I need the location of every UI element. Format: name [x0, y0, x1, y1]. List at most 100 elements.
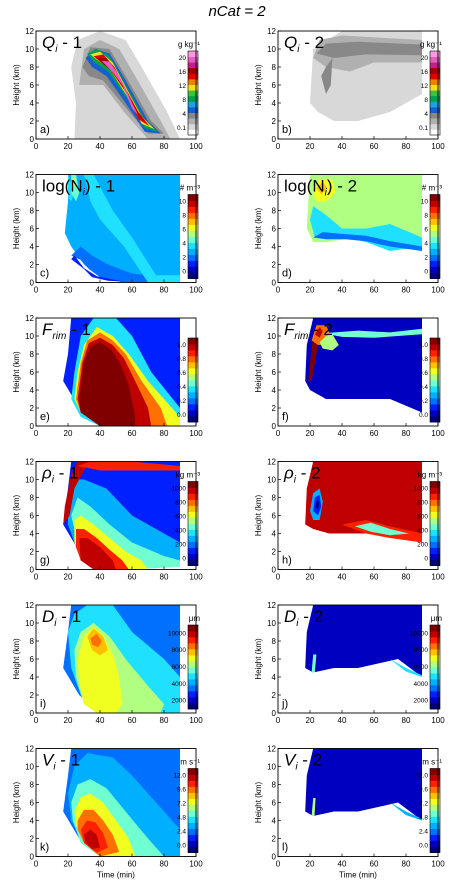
colorbar-tick-label: 12 [179, 83, 187, 90]
x-tick-label: 60 [370, 429, 379, 438]
contour-fills [305, 318, 422, 413]
colorbar-tick-label: 2000 [414, 698, 429, 705]
colorbar-swatch [430, 380, 440, 387]
colorbar-swatch [188, 79, 198, 85]
x-tick-label: 60 [370, 860, 379, 869]
x-tick-label: 40 [338, 429, 347, 438]
colorbar-frame [187, 194, 199, 279]
colorbar-swatch [430, 248, 440, 255]
colorbar-tick-label: 400 [417, 528, 428, 535]
panel-title-suffix: - 1 [66, 320, 91, 339]
panel-title: Di - 2 [284, 607, 323, 629]
colorbar-frame [429, 768, 441, 853]
panel-title: ρi - 2 [283, 464, 321, 486]
colorbar-swatch [430, 685, 440, 692]
colorbar-frame [429, 194, 441, 279]
colorbar-tick-label: 2.4 [419, 829, 428, 836]
x-tick-label: 20 [306, 860, 315, 869]
colorbar-swatch [430, 511, 440, 518]
panel-title-subscript: i [297, 44, 300, 55]
contour-region [314, 327, 323, 338]
colorbar-swatch [188, 673, 198, 680]
colorbar-swatch [430, 51, 440, 57]
colorbar-tick-label: 8 [182, 97, 186, 104]
y-tick-label: 0 [272, 566, 277, 575]
panel-letter: l) [282, 842, 288, 854]
y-axis-label: Height (km) [254, 207, 263, 249]
panel-title-subscript: rim [294, 331, 308, 342]
x-tick-label: 100 [189, 286, 203, 295]
colorbar-swatch [188, 810, 198, 817]
panel-letter: d) [282, 268, 292, 280]
y-tick-label: 10 [267, 763, 276, 772]
colorbar-swatch [188, 95, 198, 102]
colorbar-swatch [188, 248, 198, 255]
contour-region [305, 605, 422, 677]
panel-title-suffix: ) - 2 [327, 177, 357, 196]
colorbar-swatch [430, 541, 440, 548]
colorbar-tick-label: 600 [417, 514, 428, 521]
x-tick-label: 60 [370, 716, 379, 725]
colorbar-tick-label: 0.8 [419, 356, 428, 363]
colorbar-swatch [188, 218, 198, 225]
colorbar-tick-label: 16 [421, 69, 429, 76]
contour-region [71, 246, 180, 283]
y-tick-label: 4 [30, 817, 35, 826]
colorbar-swatch [188, 118, 198, 125]
colorbar-tick-label: 8 [424, 213, 428, 220]
colorbar-swatch [188, 529, 198, 536]
colorbar-tick-label: 0.1 [177, 125, 186, 132]
colorbar-frame [187, 50, 199, 136]
colorbar-tick-label: 4000 [414, 681, 429, 688]
colorbar-swatch [430, 404, 440, 411]
colorbar-swatch [430, 768, 440, 775]
colorbar-tick-label: 2 [424, 255, 428, 262]
panel-f: 0.0 0.2 0.4 0.6 0.8 1.0 0 20 40 60 80 100 0 2 4 6 8 10 12 H… [254, 314, 445, 438]
y-tick-label: 4 [272, 817, 277, 826]
colorbar-swatch [188, 374, 198, 381]
y-tick-label: 8 [30, 494, 35, 503]
colorbar-swatch [188, 212, 198, 219]
colorbar-swatch [188, 368, 198, 375]
colorbar-swatch [188, 194, 198, 201]
contour-region [79, 538, 116, 570]
colorbar-tick-label: 800 [175, 500, 186, 507]
y-tick-label: 12 [25, 458, 34, 467]
colorbar-tick-label: 4 [182, 241, 186, 248]
y-tick-label: 12 [25, 171, 34, 180]
colorbar-swatch [188, 499, 198, 506]
colorbar-tick-label: 1000 [172, 486, 187, 493]
contour-region [354, 522, 410, 536]
colorbar-tick-label: 12 [421, 83, 429, 90]
colorbar-tick-label: 0.1 [419, 125, 428, 132]
colorbar-frame [429, 50, 441, 136]
colorbar-swatch [430, 212, 440, 219]
colorbar-swatch [430, 792, 440, 799]
colorbar-swatch [430, 828, 440, 835]
colorbar-swatch [188, 254, 198, 261]
colorbar-swatch [188, 822, 198, 829]
colorbar-tick-label: 4000 [172, 681, 187, 688]
colorbar-swatch [430, 218, 440, 225]
y-tick-label: 0 [30, 853, 35, 862]
panel-title-subscript: i [325, 188, 328, 199]
x-tick-label: 80 [160, 429, 169, 438]
colorbar-swatch [430, 786, 440, 793]
y-tick-label: 2 [272, 691, 277, 700]
colorbar-swatch [188, 774, 198, 781]
colorbar-swatch [430, 631, 440, 638]
panel-title-symbol: ρ [283, 464, 294, 483]
colorbar-swatch [430, 84, 440, 91]
x-tick-label: 60 [370, 573, 379, 582]
colorbar-tick-label: 20 [421, 55, 429, 62]
colorbar-swatch [430, 79, 440, 85]
panel-d: 0 2 4 6 8 10 # m⁻³ 0 20 40 60 80 100 0 2 4 6 8 10 12 Height … [254, 171, 445, 295]
y-tick-label: 0 [30, 709, 35, 718]
colorbar-swatch [430, 846, 440, 853]
colorbar-swatch [188, 505, 198, 512]
colorbar-swatch [188, 84, 198, 91]
y-axis-label: Height (km) [12, 64, 21, 106]
colorbar-swatch [188, 101, 198, 108]
